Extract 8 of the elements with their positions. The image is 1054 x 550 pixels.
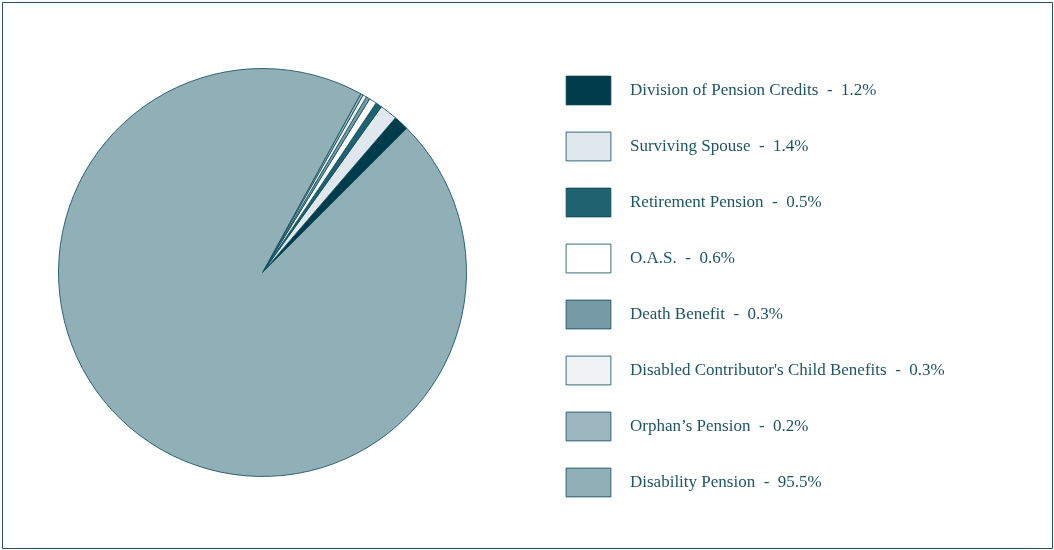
legend-label: Disability Pension - 95.5% <box>630 472 822 492</box>
legend-label: O.A.S. - 0.6% <box>630 248 735 268</box>
legend-label: Death Benefit - 0.3% <box>630 304 783 324</box>
legend-label: Division of Pension Credits - 1.2% <box>630 80 877 100</box>
legend-label: Disabled Contributor's Child Benefits - 0.3% <box>630 360 945 380</box>
legend-label: Retirement Pension - 0.5% <box>630 192 822 212</box>
legend-label: Surviving Spouse - 1.4% <box>630 136 809 156</box>
legend-label: Orphan’s Pension - 0.2% <box>630 416 809 436</box>
